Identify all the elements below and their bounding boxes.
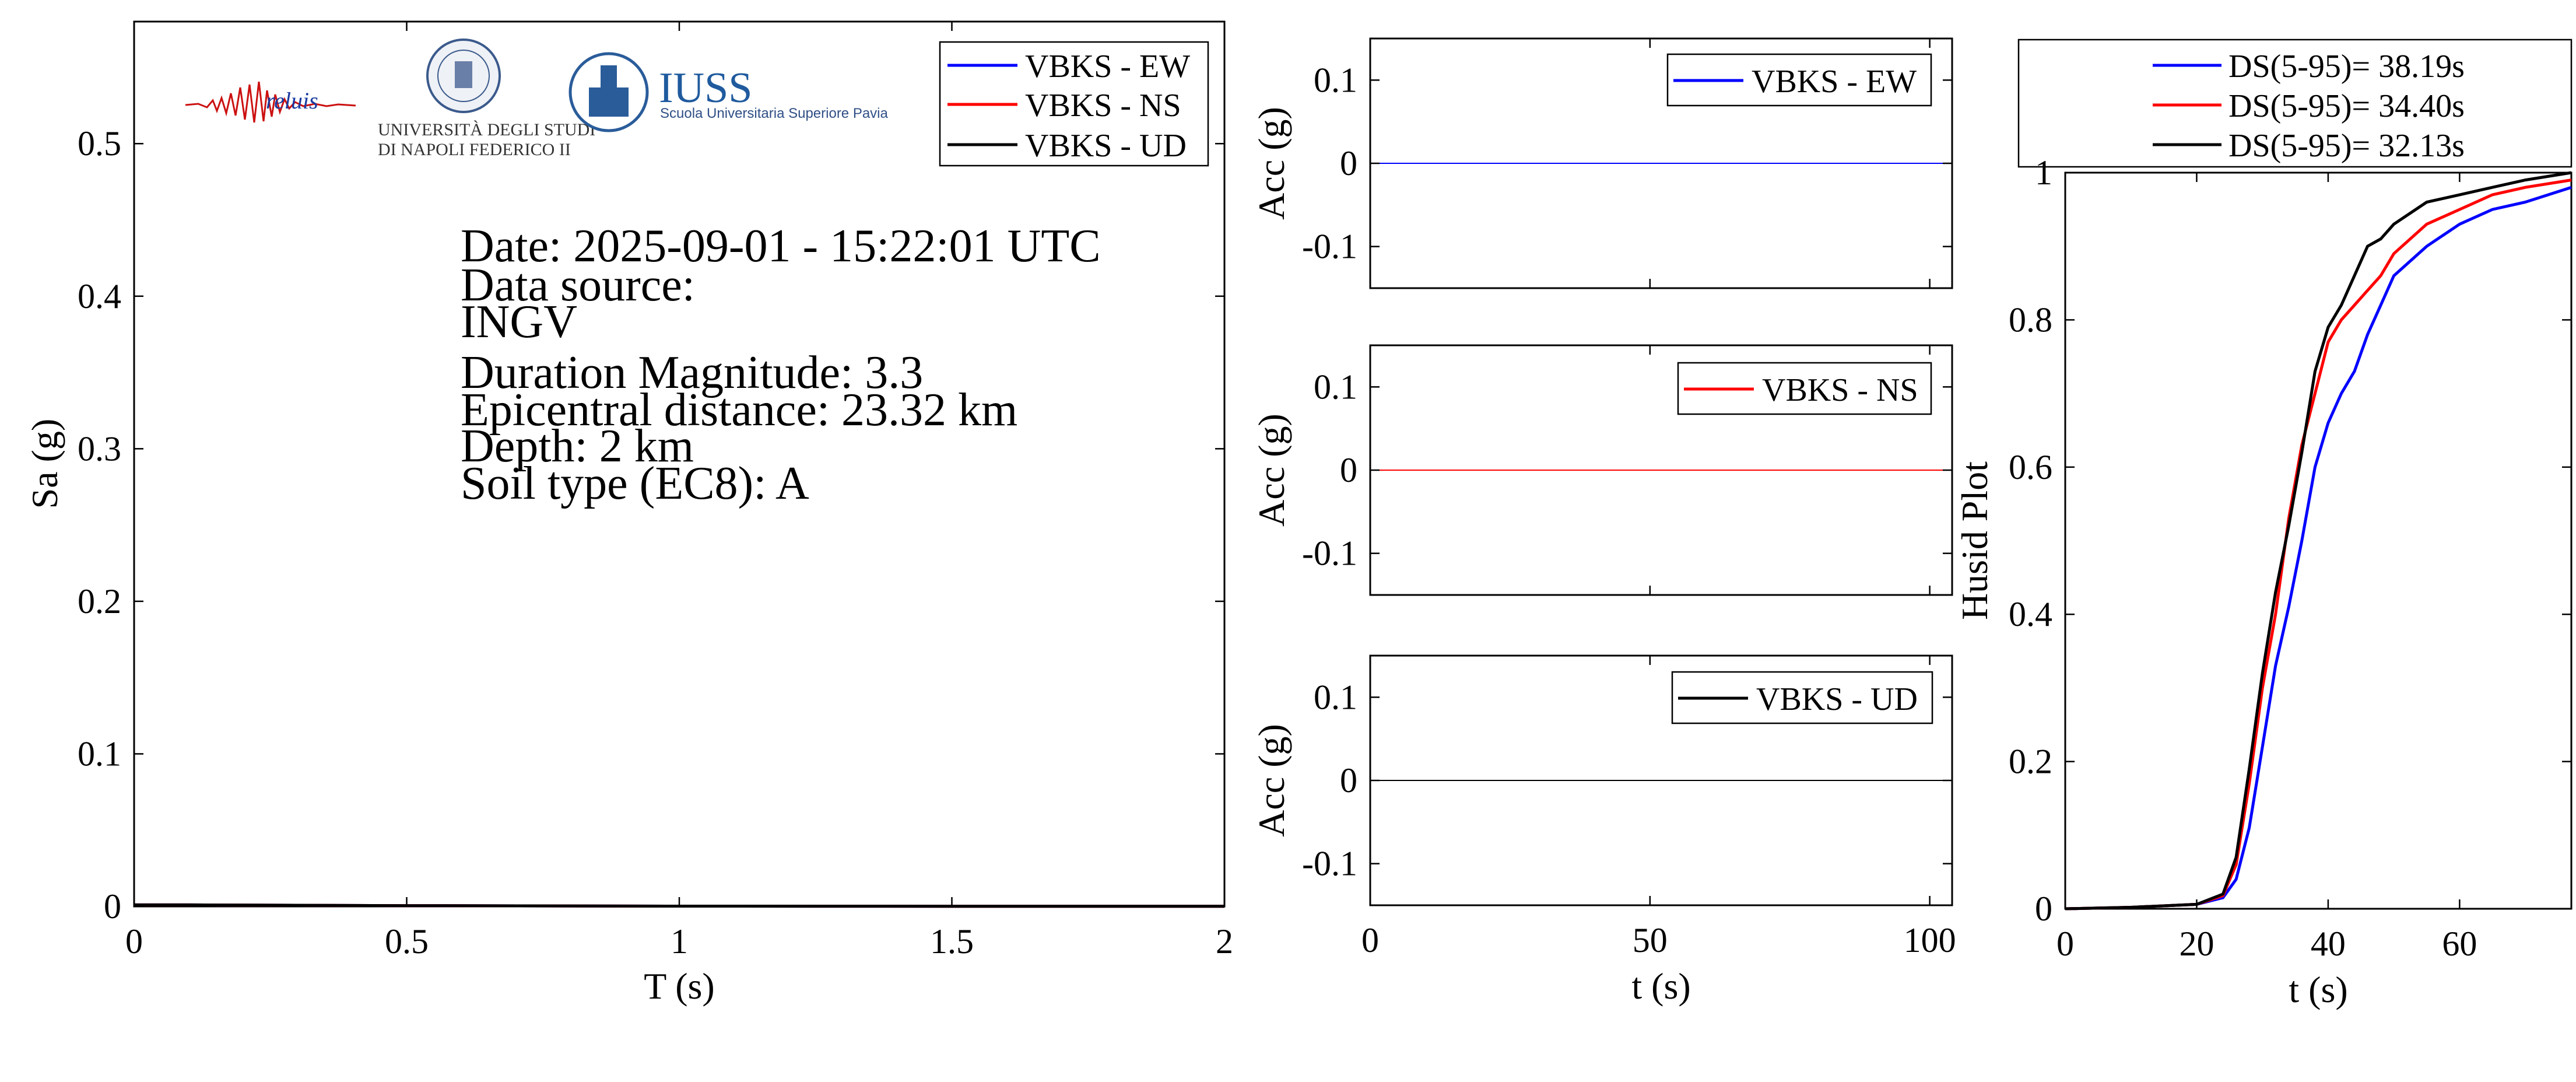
acc-ns-legend: VBKS - NS: [1677, 362, 1932, 415]
iuss-logo: IUSS Scuola Universitaria Superiore Pavi…: [568, 52, 889, 132]
husid-xtick-label: 60: [2442, 925, 2477, 963]
spectrum-xtick-label: 1.5: [930, 922, 974, 961]
event-distance: Epicentral distance: 23.32 km: [461, 384, 1017, 436]
acc-ud-xlabel: t (s): [1631, 965, 1690, 1007]
event-info: Date: 2025-09-01 - 15:22:01 UTC Data sou…: [461, 220, 1101, 509]
husid-xtick-label: 40: [2311, 925, 2346, 963]
spectrum-ytick-label: 0.1: [78, 734, 121, 773]
legend-ns-label: VBKS - NS: [1025, 87, 1181, 124]
acc-ud-xtick-label: 50: [1633, 921, 1668, 960]
husid-ytick-label: 0.6: [2009, 448, 2052, 486]
husid-series-line-2: [2065, 171, 2572, 911]
acc-ud-xtick-label: 0: [1361, 921, 1379, 960]
spectrum-ylabel: Sa (g): [24, 419, 65, 509]
acc-ew-legend: VBKS - EW: [1666, 53, 1932, 107]
husid-series-line-1: [2065, 178, 2572, 911]
husid-xtick-label: 0: [2056, 925, 2074, 963]
husid-legend: DS(5-95)= 38.19s DS(5-95)= 34.40s DS(5-9…: [2017, 38, 2573, 168]
spectrum-ytick-label: 0: [104, 887, 121, 926]
spectrum-xtick-label: 0: [125, 922, 143, 961]
iuss-wordmark: IUSS: [659, 64, 752, 112]
spectrum-xlabel: T (s): [644, 965, 714, 1007]
acc-ew-ylabel: Acc (g): [1251, 107, 1292, 220]
husid-chart: DS(5-95)= 38.19s DS(5-95)= 34.40s DS(5-9…: [1954, 38, 2573, 1010]
spectrum-ytick-label: 0.5: [78, 124, 121, 163]
husid-ytick-label: 1: [2035, 153, 2052, 192]
husid-ytick-label: 0: [2035, 890, 2052, 928]
spectrum-legend: VBKS - EW VBKS - NS VBKS - UD: [939, 41, 1209, 167]
acc-ud-chart: 0 50 100-0.100.1 t (s) Acc (g) VBKS - UD: [1251, 654, 1956, 1007]
acc-ew-ytick-label: 0.1: [1314, 61, 1357, 99]
unina-line2: DI NAPOLI FEDERICO II: [378, 140, 571, 159]
spectrum-chart: 0 0.5 1 1.5 2 0 0.1 0.2 0.3 0.4 0.5 T (s) Sa (g) V…: [24, 20, 1233, 1007]
event-agency: INGV: [461, 296, 577, 348]
acc-ud-ytick-label: -0.1: [1302, 845, 1357, 883]
seismogram-graphic: [185, 81, 356, 123]
spectrum-ytick-label: 0.4: [78, 277, 121, 316]
acc-ew-ytick-label: -0.1: [1302, 227, 1357, 266]
husid-xlabel: t (s): [2289, 969, 2347, 1010]
acc-ew-ytick-label: 0: [1340, 144, 1357, 183]
acc-ud-ytick-label: 0: [1340, 761, 1357, 800]
event-magnitude: Duration Magnitude: 3.3: [461, 347, 923, 398]
acc-ud-ytick-label: 0.1: [1314, 678, 1357, 716]
acc-ns-ylabel: Acc (g): [1251, 414, 1292, 527]
acc-ns-ytick-label: 0: [1340, 451, 1357, 489]
spectrum-xtick-label: 0.5: [385, 922, 429, 961]
spectrum-series-line-2: [134, 903, 1224, 908]
legend-ud-label: VBKS - UD: [1025, 128, 1187, 164]
spectrum-ytick-label: 0.2: [78, 582, 121, 621]
husid-xtick-label: 20: [2179, 925, 2214, 963]
acc-ew-legend-label: VBKS - EW: [1752, 64, 1917, 100]
husid-legend-ns-label: DS(5-95)= 34.40s: [2228, 88, 2465, 124]
acc-ns-chart: -0.1 0 0.1 Acc (g) VBKS - NS: [1251, 344, 1953, 596]
acc-ns-legend-label: VBKS - NS: [1762, 372, 1918, 408]
acc-ud-ylabel: Acc (g): [1251, 724, 1292, 837]
acc-ud-xtick-label: 100: [1904, 921, 1956, 960]
acc-ud-legend: VBKS - UD: [1671, 671, 1933, 724]
acc-ns-ytick-label: -0.1: [1302, 534, 1357, 573]
event-date: Date: 2025-09-01 - 15:22:01 UTC: [461, 220, 1101, 272]
husid-ytick-label: 0.8: [2009, 300, 2052, 339]
husid-ylabel: Husid Plot: [1954, 461, 1995, 620]
spectrum-xtick-label: 1: [671, 922, 688, 961]
acc-ns-ytick-label: 0.1: [1314, 367, 1357, 406]
acc-ud-legend-label: VBKS - UD: [1756, 681, 1918, 717]
reluis-logo: reluis: [185, 81, 356, 123]
husid-legend-ew-label: DS(5-95)= 38.19s: [2228, 48, 2465, 85]
husid-ytick-label: 0.4: [2009, 595, 2052, 633]
spectrum-ytick-label: 0.3: [78, 429, 121, 468]
unina-line1: UNIVERSITÀ DEGLI STUDI: [378, 120, 595, 139]
event-depth: Depth: 2 km: [461, 421, 694, 472]
iuss-subtitle: Scuola Universitaria Superiore Pavia: [660, 106, 889, 121]
reluis-wordmark: reluis: [266, 87, 318, 114]
husid-ytick-label: 0.2: [2009, 743, 2052, 781]
event-data-source: Data source:: [461, 260, 695, 311]
unina-logo: UNIVERSITÀ DEGLI STUDI DI NAPOLI FEDERIC…: [378, 38, 595, 159]
husid-series-line-0: [2065, 185, 2572, 911]
husid-legend-ud-label: DS(5-95)= 32.13s: [2228, 128, 2465, 164]
legend-ew-label: VBKS - EW: [1025, 48, 1190, 85]
spectrum-xtick-label: 2: [1216, 922, 1233, 961]
event-soil: Soil type (EC8): A: [461, 458, 809, 509]
acc-ew-chart: -0.1 0 0.1 Acc (g) VBKS - EW: [1251, 37, 1953, 289]
